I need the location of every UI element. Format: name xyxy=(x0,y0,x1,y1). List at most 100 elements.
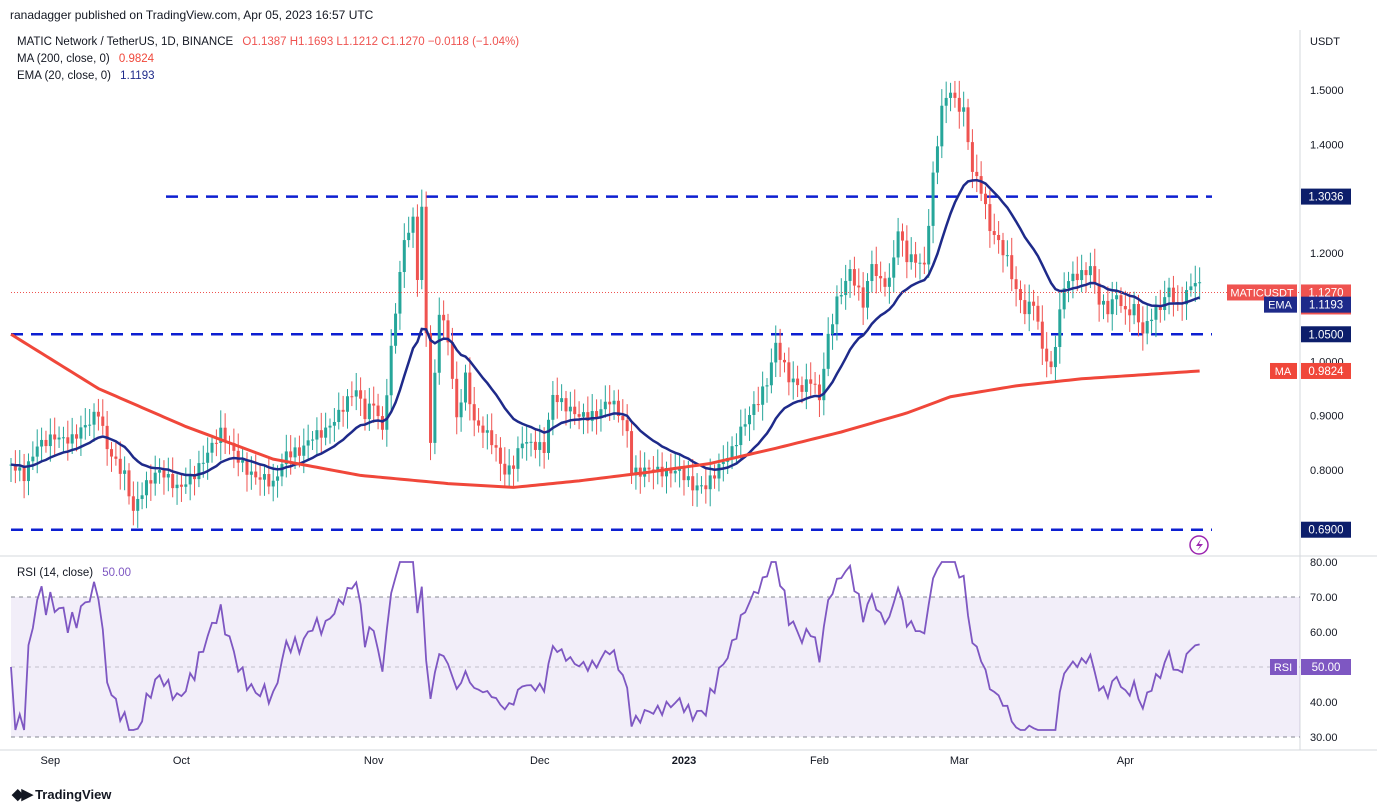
candle-body xyxy=(586,412,590,421)
ma-name-label: MA xyxy=(1275,366,1292,378)
candle-body xyxy=(1005,255,1009,257)
ema-price-tag xyxy=(1301,296,1351,313)
ma-legend[interactable]: MA (200, close, 0) 0.9824 xyxy=(17,53,154,65)
candle-body xyxy=(625,420,629,432)
candle-body xyxy=(503,463,507,475)
candle-body xyxy=(459,402,463,418)
candle-body xyxy=(315,430,319,440)
candle-body xyxy=(18,467,22,471)
candle-body xyxy=(245,460,249,475)
candle-body xyxy=(935,146,939,173)
candle-body xyxy=(319,430,323,438)
candle-body xyxy=(739,426,743,446)
time-tick-label: Mar xyxy=(950,755,969,767)
candle-body xyxy=(1185,290,1189,305)
candle-body xyxy=(1084,270,1088,276)
candle-body xyxy=(477,420,481,426)
candle-body xyxy=(761,386,765,405)
candle-body xyxy=(61,437,65,439)
candle-body xyxy=(852,269,856,286)
rsi-band xyxy=(11,597,1300,737)
candle-body xyxy=(997,234,1001,241)
candle-body xyxy=(839,295,843,297)
candle-body xyxy=(101,416,105,426)
candle-body xyxy=(1189,286,1193,291)
candle-body xyxy=(695,485,699,491)
candle-body xyxy=(1115,295,1119,300)
candle-body xyxy=(507,465,511,475)
candle-body xyxy=(284,451,288,465)
candle-body xyxy=(394,313,398,346)
candle-body xyxy=(293,447,297,458)
rsi-name-label: RSI xyxy=(1274,662,1292,674)
candle-body xyxy=(114,456,118,459)
footer-brand[interactable]: ◆▶ TradingView xyxy=(12,785,111,803)
candle-body xyxy=(450,342,454,379)
candle-body xyxy=(879,275,883,279)
candle-body xyxy=(1132,304,1136,316)
candle-body xyxy=(13,464,17,471)
rsi-value-tag xyxy=(1301,659,1351,675)
candle-body xyxy=(306,440,310,446)
candle-body xyxy=(254,471,258,478)
candle-body xyxy=(398,271,402,314)
candle-body xyxy=(665,468,668,477)
candle-body xyxy=(267,474,271,487)
candle-body xyxy=(1141,322,1145,334)
candle-body xyxy=(962,107,966,112)
candle-body xyxy=(791,378,795,383)
candle-body xyxy=(1097,283,1101,305)
candle-body xyxy=(900,231,904,241)
candle-body xyxy=(713,475,717,479)
candle-body xyxy=(214,442,218,444)
candle-body xyxy=(555,394,559,403)
candle-body xyxy=(210,442,214,453)
candle-body xyxy=(809,379,813,384)
candle-body xyxy=(92,411,96,425)
rsi-line xyxy=(10,561,1200,731)
ema-price-label: 1.1193 xyxy=(1309,300,1343,312)
last-price-label: 1.1270 xyxy=(1308,287,1343,299)
candle-body xyxy=(149,480,153,484)
candle-body xyxy=(83,425,87,428)
candle-body xyxy=(66,437,70,444)
time-tick-label: Dec xyxy=(530,755,550,767)
candle-body xyxy=(1150,319,1154,322)
candle-body xyxy=(1075,273,1079,281)
candle-body xyxy=(385,395,389,430)
candle-body xyxy=(621,415,625,421)
candle-body xyxy=(110,449,114,457)
rsi-tick-label: 60.00 xyxy=(1310,627,1338,639)
candle-body xyxy=(402,240,406,272)
candle-body xyxy=(590,411,594,421)
candle-body xyxy=(957,97,961,112)
rsi-tick-label: 40.00 xyxy=(1310,697,1338,709)
candle-body xyxy=(800,385,804,392)
lightning-bolt-icon xyxy=(1196,539,1203,551)
candle-body xyxy=(612,400,616,405)
candle-body xyxy=(979,176,983,194)
level-price-tag xyxy=(1301,326,1351,343)
ma-legend-label: MA (200, close, 0) xyxy=(17,53,110,65)
ema-legend[interactable]: EMA (20, close, 0) 1.1193 xyxy=(17,70,155,82)
candle-body xyxy=(944,97,948,106)
candle-body xyxy=(289,451,293,458)
time-tick-label: 2023 xyxy=(672,755,696,767)
candle-body xyxy=(1158,306,1162,311)
candle-body xyxy=(774,342,778,363)
symbol-title[interactable]: MATIC Network / TetherUS, 1D, BINANCE xyxy=(17,36,234,48)
candle-body xyxy=(1018,289,1022,301)
candle-body xyxy=(822,368,826,401)
candle-body xyxy=(302,445,306,456)
symbol-tag-label: MATICUSDT xyxy=(1230,287,1294,299)
candle-body xyxy=(669,468,673,474)
candle-body xyxy=(79,427,83,439)
candle-body xyxy=(748,414,752,425)
rsi-legend[interactable]: RSI (14, close) 50.00 xyxy=(17,567,131,579)
candle-body xyxy=(271,480,275,487)
candle-body xyxy=(953,92,957,98)
candle-body xyxy=(970,142,974,172)
candle-body xyxy=(988,204,992,232)
candle-body xyxy=(407,232,411,241)
